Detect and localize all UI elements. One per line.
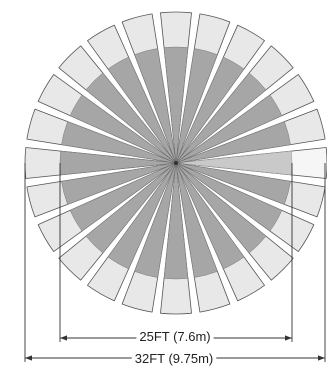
sector-inner-zone [85, 162, 177, 254]
inner-arrow-right [285, 335, 292, 341]
sector-inner-zone [175, 94, 283, 164]
sector-inner-zone [175, 162, 218, 278]
sector-inner-zone [175, 121, 291, 164]
sector-inner-zone [134, 162, 177, 278]
sector-inner-zone [163, 162, 189, 280]
sector-inner-zone [61, 162, 177, 205]
sector-inner-zone [107, 162, 177, 270]
sector-inner-zone [175, 162, 291, 205]
sector-inner-zone [175, 162, 267, 254]
sector-inner-zone [175, 56, 245, 164]
sector-inner-zone [134, 48, 177, 164]
sector-inner-zone [85, 72, 177, 164]
outer-label-background [131, 351, 217, 366]
outer-arrow-right [318, 355, 325, 361]
dimension-lines: 25FT (7.6m) 32FT (9.75m) [24, 163, 326, 366]
inner-dimension-label: 25FT (7.6m) [139, 329, 210, 344]
inner-arrow-left [60, 335, 67, 341]
inner-label-background [136, 329, 214, 344]
sector-inner-zone [107, 56, 177, 164]
sector-inner-zone [69, 162, 177, 232]
outer-arrow-left [25, 355, 32, 361]
outer-dimension-label: 32FT (9.75m) [135, 351, 214, 366]
sector-inner-zone [175, 162, 245, 270]
sector-inner-zone [69, 94, 177, 164]
coverage-sectors [24, 11, 327, 315]
sector-inner-zone [163, 46, 189, 164]
sensor-center-point [174, 161, 178, 165]
sector-inner-zone [175, 48, 218, 164]
sector-inner-zone [175, 72, 267, 164]
sector-inner-zone [175, 162, 283, 232]
sector-inner-zone [61, 121, 177, 164]
